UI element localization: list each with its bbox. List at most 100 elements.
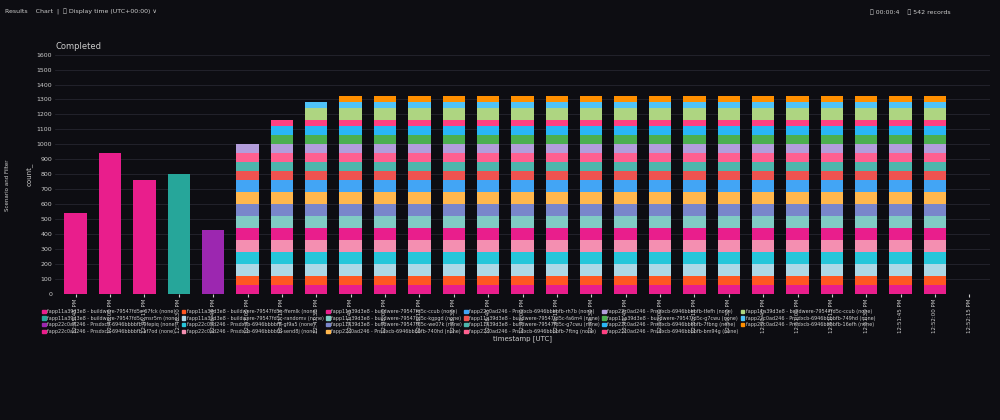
Bar: [443, 192, 465, 204]
Bar: [821, 153, 843, 163]
Bar: [889, 180, 912, 192]
Bar: [718, 285, 740, 294]
Bar: [649, 153, 671, 163]
Bar: [718, 135, 740, 144]
Bar: [683, 108, 706, 121]
Bar: [889, 108, 912, 121]
Bar: [546, 276, 568, 285]
Bar: [305, 180, 327, 192]
Bar: [305, 192, 327, 204]
Bar: [752, 171, 774, 180]
Bar: [477, 252, 499, 264]
Bar: [305, 102, 327, 108]
Bar: [236, 162, 259, 171]
Bar: [236, 153, 259, 163]
Bar: [271, 285, 293, 294]
Bar: [718, 108, 740, 121]
Bar: [236, 171, 259, 180]
Bar: [511, 192, 534, 204]
Bar: [855, 264, 877, 276]
Bar: [614, 121, 637, 126]
Bar: [786, 285, 809, 294]
Bar: [374, 192, 396, 204]
Bar: [511, 144, 534, 153]
Bar: [889, 216, 912, 228]
Bar: [443, 126, 465, 135]
Text: Results    Chart  |  ⏱ Display time (UTC+00:00) ∨: Results Chart | ⏱ Display time (UTC+00:0…: [5, 9, 157, 16]
Bar: [305, 121, 327, 126]
Bar: [786, 126, 809, 135]
Bar: [443, 204, 465, 216]
Bar: [649, 108, 671, 121]
Bar: [821, 228, 843, 240]
Bar: [271, 228, 293, 240]
Bar: [752, 216, 774, 228]
Bar: [924, 126, 946, 135]
Bar: [271, 216, 293, 228]
Bar: [821, 285, 843, 294]
Bar: [305, 144, 327, 153]
Bar: [649, 285, 671, 294]
Bar: [649, 162, 671, 171]
Bar: [752, 108, 774, 121]
Bar: [271, 252, 293, 264]
Bar: [614, 102, 637, 108]
Bar: [752, 180, 774, 192]
Bar: [614, 204, 637, 216]
Bar: [889, 228, 912, 240]
Bar: [924, 135, 946, 144]
Bar: [855, 240, 877, 252]
Bar: [374, 108, 396, 121]
Bar: [821, 144, 843, 153]
Bar: [511, 97, 534, 102]
Bar: [511, 171, 534, 180]
Bar: [889, 121, 912, 126]
Bar: [477, 153, 499, 163]
Bar: [408, 204, 431, 216]
Bar: [718, 192, 740, 204]
Bar: [374, 252, 396, 264]
Bar: [718, 97, 740, 102]
Bar: [786, 108, 809, 121]
Bar: [614, 135, 637, 144]
Bar: [683, 240, 706, 252]
Bar: [924, 144, 946, 153]
Bar: [339, 252, 362, 264]
Bar: [683, 192, 706, 204]
Bar: [855, 153, 877, 163]
Bar: [855, 285, 877, 294]
Bar: [649, 192, 671, 204]
Bar: [546, 285, 568, 294]
Bar: [649, 228, 671, 240]
Bar: [821, 162, 843, 171]
Bar: [786, 216, 809, 228]
Bar: [305, 171, 327, 180]
Bar: [889, 285, 912, 294]
Bar: [339, 192, 362, 204]
Bar: [546, 97, 568, 102]
Bar: [580, 126, 602, 135]
Text: Completed: Completed: [55, 42, 101, 51]
Bar: [855, 216, 877, 228]
Bar: [305, 276, 327, 285]
Bar: [821, 240, 843, 252]
Bar: [477, 102, 499, 108]
Bar: [443, 276, 465, 285]
Bar: [408, 216, 431, 228]
Bar: [443, 216, 465, 228]
Bar: [339, 204, 362, 216]
Bar: [889, 264, 912, 276]
Bar: [511, 285, 534, 294]
Bar: [752, 264, 774, 276]
Bar: [752, 228, 774, 240]
Bar: [786, 204, 809, 216]
Bar: [718, 126, 740, 135]
Bar: [889, 276, 912, 285]
Bar: [374, 228, 396, 240]
Bar: [614, 276, 637, 285]
Bar: [889, 240, 912, 252]
Bar: [924, 264, 946, 276]
Bar: [924, 192, 946, 204]
Bar: [443, 285, 465, 294]
Bar: [718, 204, 740, 216]
